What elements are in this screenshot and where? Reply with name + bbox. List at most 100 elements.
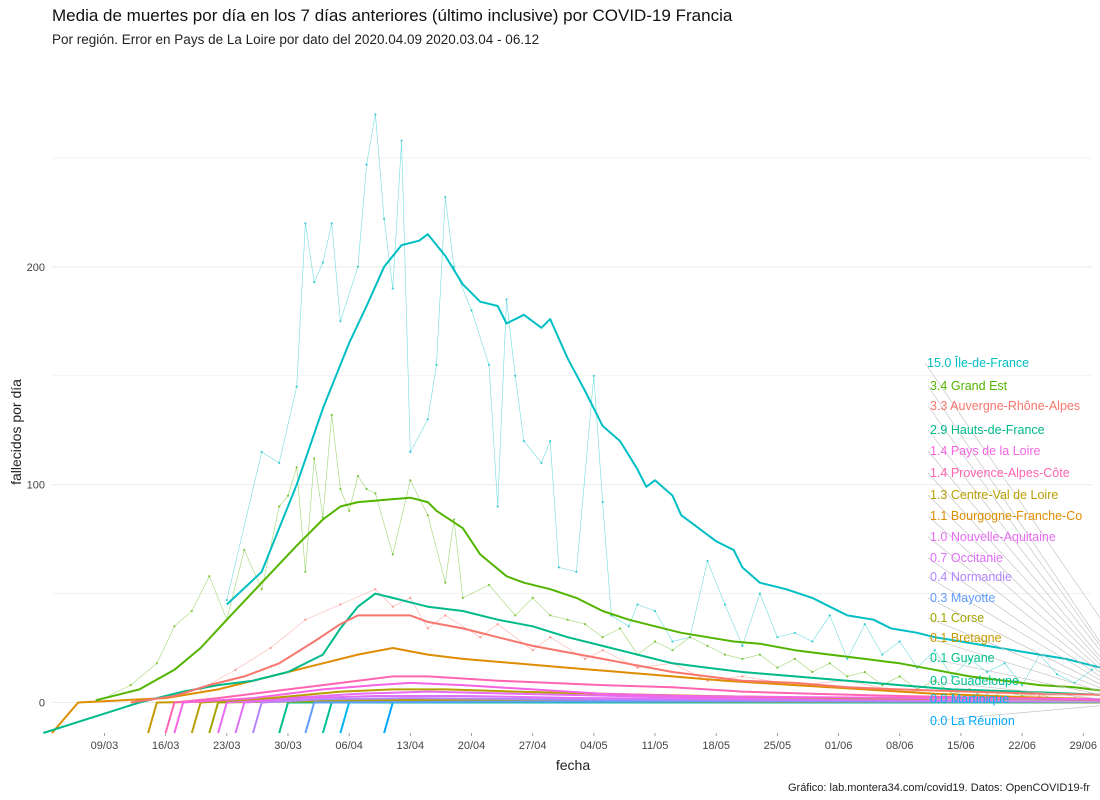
daily-point [286,494,290,497]
series-end-label: 0.0 Guadeloupe [930,674,1019,688]
daily-point [339,320,342,323]
daily-point [741,675,744,678]
daily-point [365,163,368,166]
x-tick-label: 16/03 [152,740,180,752]
daily-point [828,614,831,617]
daily-point [636,603,639,606]
series-end-label: 3.4 Grand Est [930,379,1008,393]
daily-point [584,623,587,626]
daily-point [1003,662,1006,665]
daily-point [1055,673,1059,676]
y-tick-label: 0 [39,698,45,710]
daily-point [505,298,508,301]
daily-point [951,675,954,678]
average-line [234,695,1100,734]
series-end-labels: 15.0 Île-de-France 3.4 Grand Est 3.3 Auver… [927,355,1082,728]
daily-point [487,583,491,587]
daily-point [540,461,543,464]
daily-point [566,618,569,621]
series-end-label: 1.3 Centre-Val de Loire [930,488,1058,502]
daily-point [898,675,901,678]
daily-point [391,605,394,608]
leader-line [927,385,1100,643]
daily-point [828,662,831,665]
daily-point [811,670,814,674]
daily-point [671,640,674,643]
average-line [173,681,1100,734]
daily-point [741,644,744,648]
daily-point [531,649,534,652]
leader-line [927,515,1100,669]
daily-point [391,287,394,290]
daily-point [295,385,298,388]
x-axis-label: fecha [556,757,590,773]
series-end-label: 1.4 Pays de la Loire [930,444,1041,458]
label-leader-lines [924,362,1100,722]
daily-point [435,363,438,366]
daily-point [758,653,762,656]
daily-point [846,675,849,678]
x-tick-label: 01/06 [825,740,853,752]
leader-line [927,680,1100,700]
daily-point [278,461,281,464]
daily-point [653,609,657,613]
x-tick-label: 04/05 [580,740,608,752]
daily-point [758,592,762,595]
daily-point [601,636,604,639]
daily-point [793,631,797,634]
daily-point [706,559,709,563]
daily-point [278,505,281,508]
x-tick-label: 18/05 [702,740,730,752]
x-tick-label: 23/03 [213,740,241,752]
daily-point [374,113,377,116]
x-tick-label: 06/04 [335,740,363,752]
daily-point [330,222,333,225]
daily-point [514,614,517,617]
daily-point [426,418,429,421]
daily-point [383,217,386,220]
average-line [130,614,1100,704]
daily-point [688,636,692,639]
daily-point [793,657,797,661]
daily-point [881,653,884,656]
y-tick-label: 100 [27,480,45,492]
leader-line [927,429,1100,651]
daily-point [653,640,657,643]
daily-point [549,614,552,617]
daily-point [592,374,595,377]
leader-line [927,405,1100,647]
daily-point [479,636,482,639]
chart-subtitle: Por región. Error en Pays de La Loire po… [52,32,540,47]
daily-point [374,492,377,495]
daily-point [863,670,866,674]
daily-point [339,487,342,491]
daily-point [304,618,307,621]
daily-point [461,596,464,600]
series-end-label: 1.4 Provence-Alpes-Côte [930,466,1070,480]
leader-line [927,557,1100,677]
y-axis-label: fallecidos por día [8,379,24,485]
daily-point [295,466,298,469]
daily-point [444,581,447,584]
chart-title: Media de muertes por día en los 7 días a… [52,6,733,25]
daily-point [348,509,351,512]
daily-point [269,646,272,650]
x-tick-labels: 09/03 16/03 23/03 30/03 06/04 13/04 20/04 27/04… [91,733,1097,752]
leader-line [927,536,1100,673]
series-end-label: 15.0 Île-de-France [927,355,1029,370]
series-end-label: 1.0 Nouvelle-Aquitaine [930,530,1056,544]
daily-point [706,644,709,648]
daily-line [104,414,1075,701]
daily-point [409,596,412,600]
y-tick-labels: 0 100 200 [27,262,45,710]
daily-point [470,309,473,312]
daily-point [986,670,989,674]
leader-line [927,576,1100,681]
daily-point [260,588,263,591]
series-end-label: 0.4 Normandie [930,570,1012,584]
leader-line [927,705,1100,722]
average-line [252,697,1100,734]
daily-line [200,588,1093,697]
leader-line [927,472,1100,661]
x-tick-label: 13/04 [397,740,425,752]
